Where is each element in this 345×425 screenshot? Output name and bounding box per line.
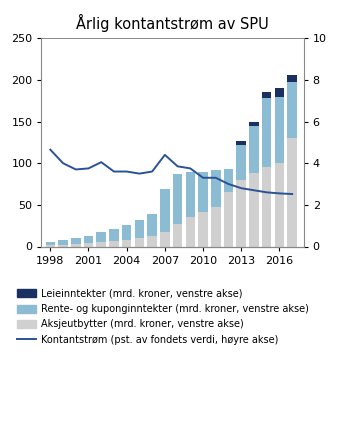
Bar	[97, 241, 106, 246]
Bar	[275, 88, 284, 96]
Bar	[84, 243, 93, 246]
Bar	[287, 82, 297, 138]
Bar	[46, 245, 55, 246]
Bar	[173, 174, 183, 224]
Bar	[198, 173, 208, 212]
Bar	[109, 241, 119, 246]
Bar	[249, 122, 259, 126]
Bar	[262, 167, 272, 246]
Bar	[122, 240, 131, 246]
Bar	[135, 220, 144, 238]
Bar	[236, 145, 246, 180]
Bar	[287, 138, 297, 246]
Bar	[287, 75, 297, 82]
Bar	[97, 232, 106, 241]
Bar	[46, 242, 55, 245]
Bar	[160, 232, 170, 246]
Bar	[186, 216, 195, 246]
Bar	[147, 214, 157, 236]
Bar	[160, 189, 170, 232]
Bar	[58, 240, 68, 245]
Title: Årlig kontantstrøm av SPU: Årlig kontantstrøm av SPU	[76, 14, 269, 31]
Bar	[249, 173, 259, 246]
Bar	[135, 238, 144, 246]
Bar	[236, 141, 246, 145]
Bar	[58, 245, 68, 246]
Bar	[122, 225, 131, 240]
Bar	[275, 96, 284, 163]
Bar	[198, 212, 208, 246]
Bar	[211, 170, 220, 207]
Bar	[275, 163, 284, 246]
Bar	[249, 126, 259, 173]
Bar	[224, 193, 233, 246]
Bar	[236, 180, 246, 246]
Bar	[109, 229, 119, 241]
Bar	[173, 224, 183, 246]
Legend: Leieinntekter (mrd. kroner, venstre akse), Rente- og kuponginntekter (mrd. krone: Leieinntekter (mrd. kroner, venstre akse…	[15, 287, 311, 347]
Bar	[262, 98, 272, 167]
Bar	[84, 236, 93, 243]
Bar	[211, 207, 220, 246]
Bar	[186, 173, 195, 216]
Bar	[71, 238, 80, 244]
Bar	[147, 236, 157, 246]
Bar	[224, 169, 233, 193]
Bar	[262, 91, 272, 98]
Bar	[71, 244, 80, 246]
